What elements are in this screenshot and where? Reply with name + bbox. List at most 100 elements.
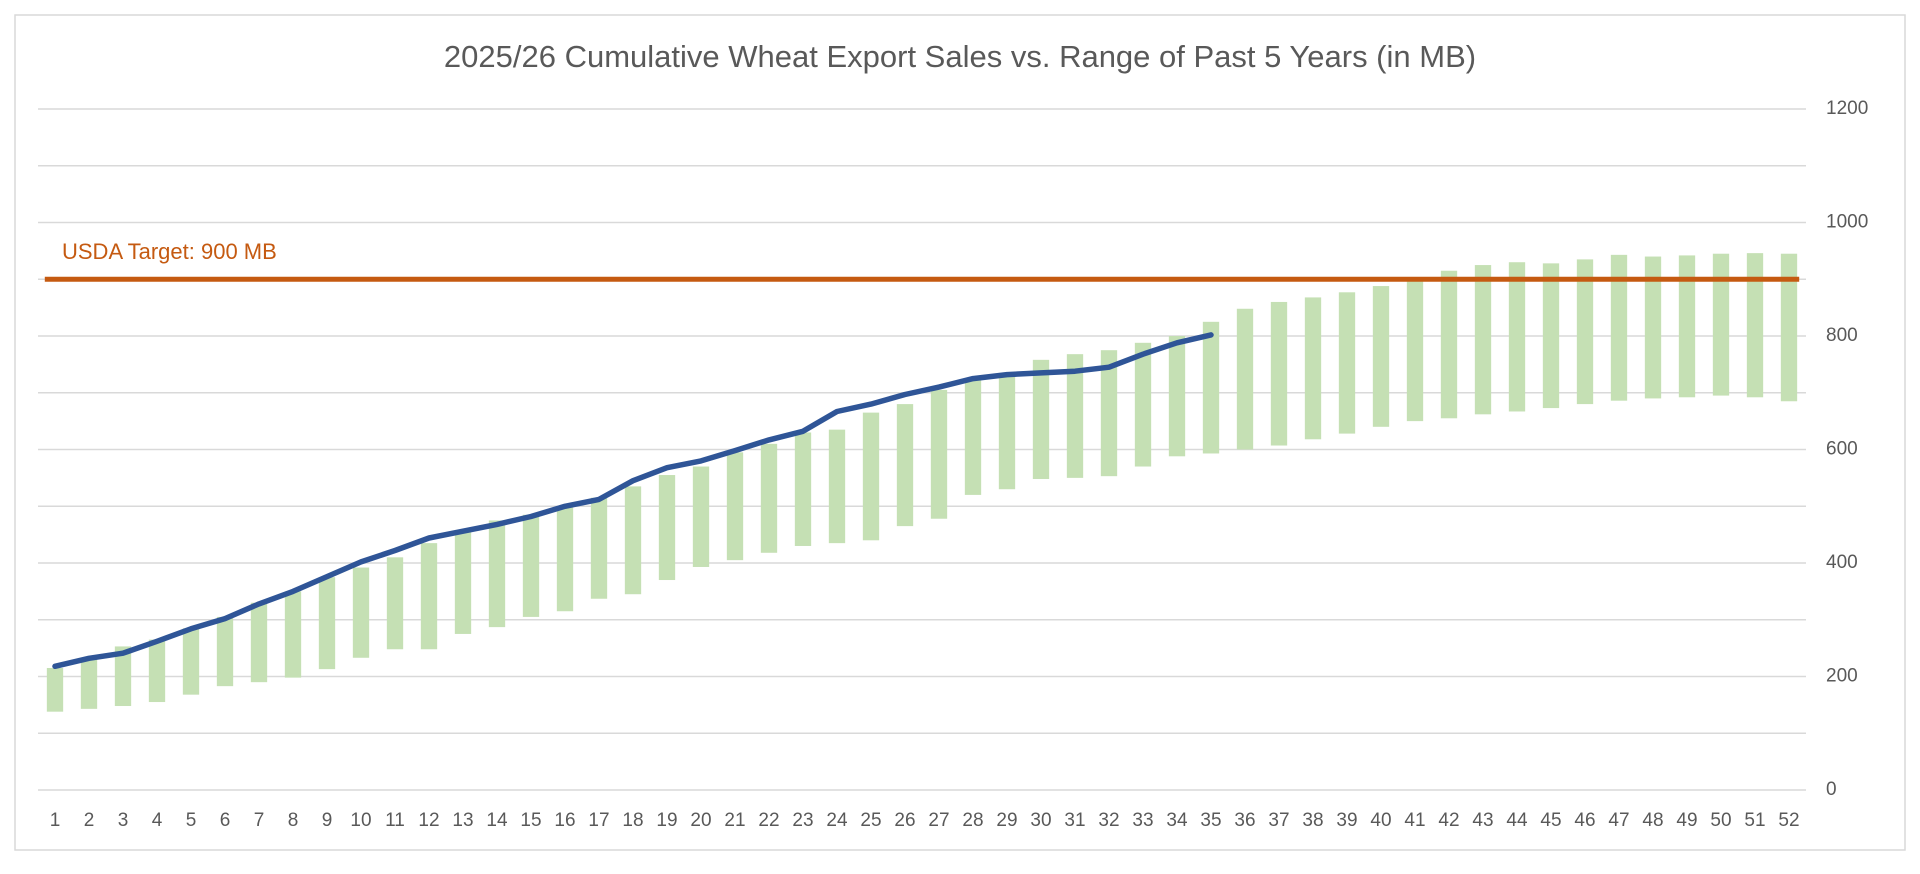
range-bar (250, 602, 268, 683)
range-bar (964, 378, 982, 495)
range-bar (352, 567, 370, 658)
range-bar (182, 628, 200, 695)
range-bar (1440, 270, 1458, 419)
range-bar (658, 475, 676, 581)
range-bar (1746, 253, 1764, 398)
y-tick-label: 400 (1826, 552, 1858, 573)
x-tick-label: 42 (1438, 810, 1459, 831)
x-tick-label: 51 (1744, 810, 1765, 831)
x-tick-label: 3 (118, 810, 129, 831)
range-bar (862, 412, 880, 541)
range-bar (454, 531, 472, 634)
x-tick-label: 47 (1608, 810, 1629, 831)
range-bar (1780, 253, 1798, 402)
x-tick-label: 11 (385, 810, 405, 831)
range-bar (386, 557, 404, 650)
range-bar (1134, 342, 1152, 467)
range-bar (1032, 359, 1050, 480)
range-bar (318, 577, 336, 670)
x-tick-label: 7 (254, 810, 265, 831)
x-tick-label: 37 (1268, 810, 1289, 831)
range-bar (1304, 297, 1322, 440)
range-bar (1100, 350, 1118, 477)
range-bar (1202, 321, 1220, 454)
x-tick-label: 8 (288, 810, 299, 831)
x-tick-label: 20 (690, 810, 711, 831)
y-tick-label: 0 (1826, 779, 1837, 800)
x-tick-label: 32 (1098, 810, 1119, 831)
x-tick-label: 46 (1574, 810, 1595, 831)
x-tick-label: 39 (1336, 810, 1357, 831)
y-tick-label: 1200 (1826, 98, 1868, 119)
range-bar (148, 639, 166, 703)
x-tick-label: 38 (1302, 810, 1323, 831)
x-tick-label: 21 (724, 810, 745, 831)
x-tick-label: 17 (588, 810, 609, 831)
x-tick-label: 35 (1200, 810, 1221, 831)
y-tick-label: 800 (1826, 325, 1858, 346)
range-bar (624, 486, 642, 595)
range-bar (114, 646, 132, 707)
x-tick-label: 43 (1472, 810, 1493, 831)
range-bar (1610, 254, 1628, 401)
x-tick-label: 13 (452, 810, 473, 831)
range-bar (998, 372, 1016, 490)
x-tick-label: 33 (1132, 810, 1153, 831)
x-tick-label: 12 (418, 810, 439, 831)
range-bar (488, 520, 506, 628)
range-bar (760, 443, 778, 553)
range-bar (794, 432, 812, 546)
range-bar (80, 659, 98, 709)
x-tick-label: 24 (826, 810, 848, 831)
x-tick-label: 31 (1064, 810, 1085, 831)
range-bar (1066, 354, 1084, 478)
range-bar (1168, 336, 1186, 457)
line-series (52, 332, 1214, 670)
y-tick-label: 1000 (1826, 212, 1868, 233)
range-bar (692, 466, 710, 567)
target-label: USDA Target: 900 MB (62, 239, 277, 264)
x-tick-label: 18 (622, 810, 643, 831)
y-tick-label: 200 (1826, 666, 1858, 687)
x-tick-label: 48 (1642, 810, 1663, 831)
x-tick-label: 23 (792, 810, 813, 831)
x-tick-label: 28 (962, 810, 983, 831)
range-bar (46, 667, 64, 712)
x-tick-label: 26 (894, 810, 915, 831)
x-tick-label: 27 (928, 810, 949, 831)
range-bar (930, 389, 948, 519)
range-bar (1236, 308, 1254, 450)
range-bar (522, 514, 540, 617)
range-bar (1406, 279, 1424, 422)
range-bar (216, 616, 234, 687)
x-tick-label: 15 (520, 810, 541, 831)
x-tick-label: 49 (1676, 810, 1697, 831)
x-tick-label: 25 (860, 810, 881, 831)
x-tick-label: 2 (84, 810, 95, 831)
y-tick-label: 600 (1826, 439, 1858, 460)
range-bar (726, 452, 744, 561)
x-tick-label: 41 (1404, 810, 1425, 831)
range-bar (1678, 255, 1696, 398)
range-bar (1372, 286, 1390, 427)
x-tick-label: 34 (1166, 810, 1188, 831)
range-bar (1576, 259, 1594, 405)
x-tick-label: 4 (152, 810, 163, 831)
x-tick-label: 40 (1370, 810, 1391, 831)
x-tick-label: 14 (486, 810, 508, 831)
range-bar (284, 591, 302, 678)
range-bar (896, 404, 914, 527)
range-bar (1338, 292, 1356, 434)
x-tick-label: 36 (1234, 810, 1255, 831)
x-tick-label: 16 (554, 810, 575, 831)
x-tick-label: 6 (220, 810, 231, 831)
x-tick-label: 22 (758, 810, 779, 831)
range-bar (828, 429, 846, 544)
range-bar (1508, 262, 1526, 412)
x-tick-label: 52 (1778, 810, 1799, 831)
range-bar (590, 497, 608, 599)
range-bar (420, 543, 438, 650)
range-bar (1712, 253, 1730, 396)
range-bar (1474, 265, 1492, 415)
chart-title: 2025/26 Cumulative Wheat Export Sales vs… (444, 39, 1476, 74)
